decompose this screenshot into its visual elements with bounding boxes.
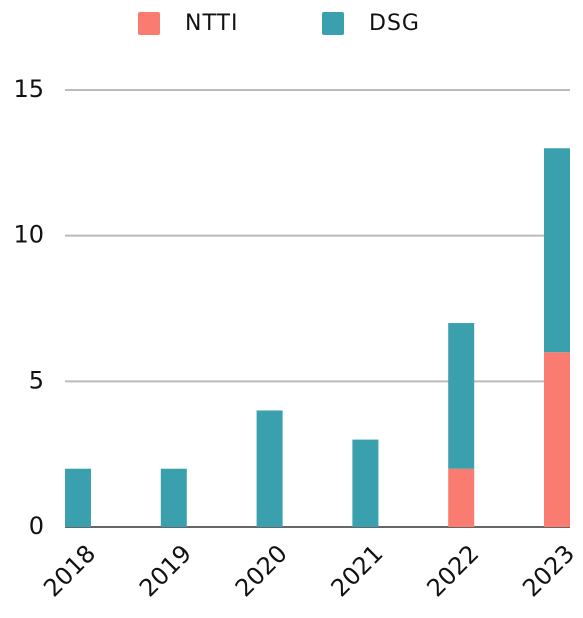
bar xyxy=(352,439,379,527)
bar xyxy=(448,323,475,469)
bar xyxy=(256,410,283,527)
legend-swatch xyxy=(322,12,344,35)
bar xyxy=(448,468,475,527)
x-tick-label: 2018 xyxy=(38,539,101,602)
x-tick-label: 2021 xyxy=(326,539,389,602)
legend-label: NTTI xyxy=(185,11,238,36)
y-tick-label: 0 xyxy=(29,512,44,540)
bar xyxy=(65,468,91,527)
bar xyxy=(160,468,187,527)
legend-swatch xyxy=(138,12,160,35)
x-tick-label: 2019 xyxy=(134,539,197,602)
x-tick-label: 2022 xyxy=(421,539,484,602)
x-tick-label: 2023 xyxy=(517,539,580,602)
bar xyxy=(544,148,570,353)
y-tick-label: 5 xyxy=(29,366,44,394)
y-tick-label: 15 xyxy=(13,75,44,103)
x-tick-label: 2020 xyxy=(230,539,293,602)
y-tick-label: 10 xyxy=(13,221,44,249)
legend-label: DSG xyxy=(369,11,420,36)
bar xyxy=(544,352,570,527)
